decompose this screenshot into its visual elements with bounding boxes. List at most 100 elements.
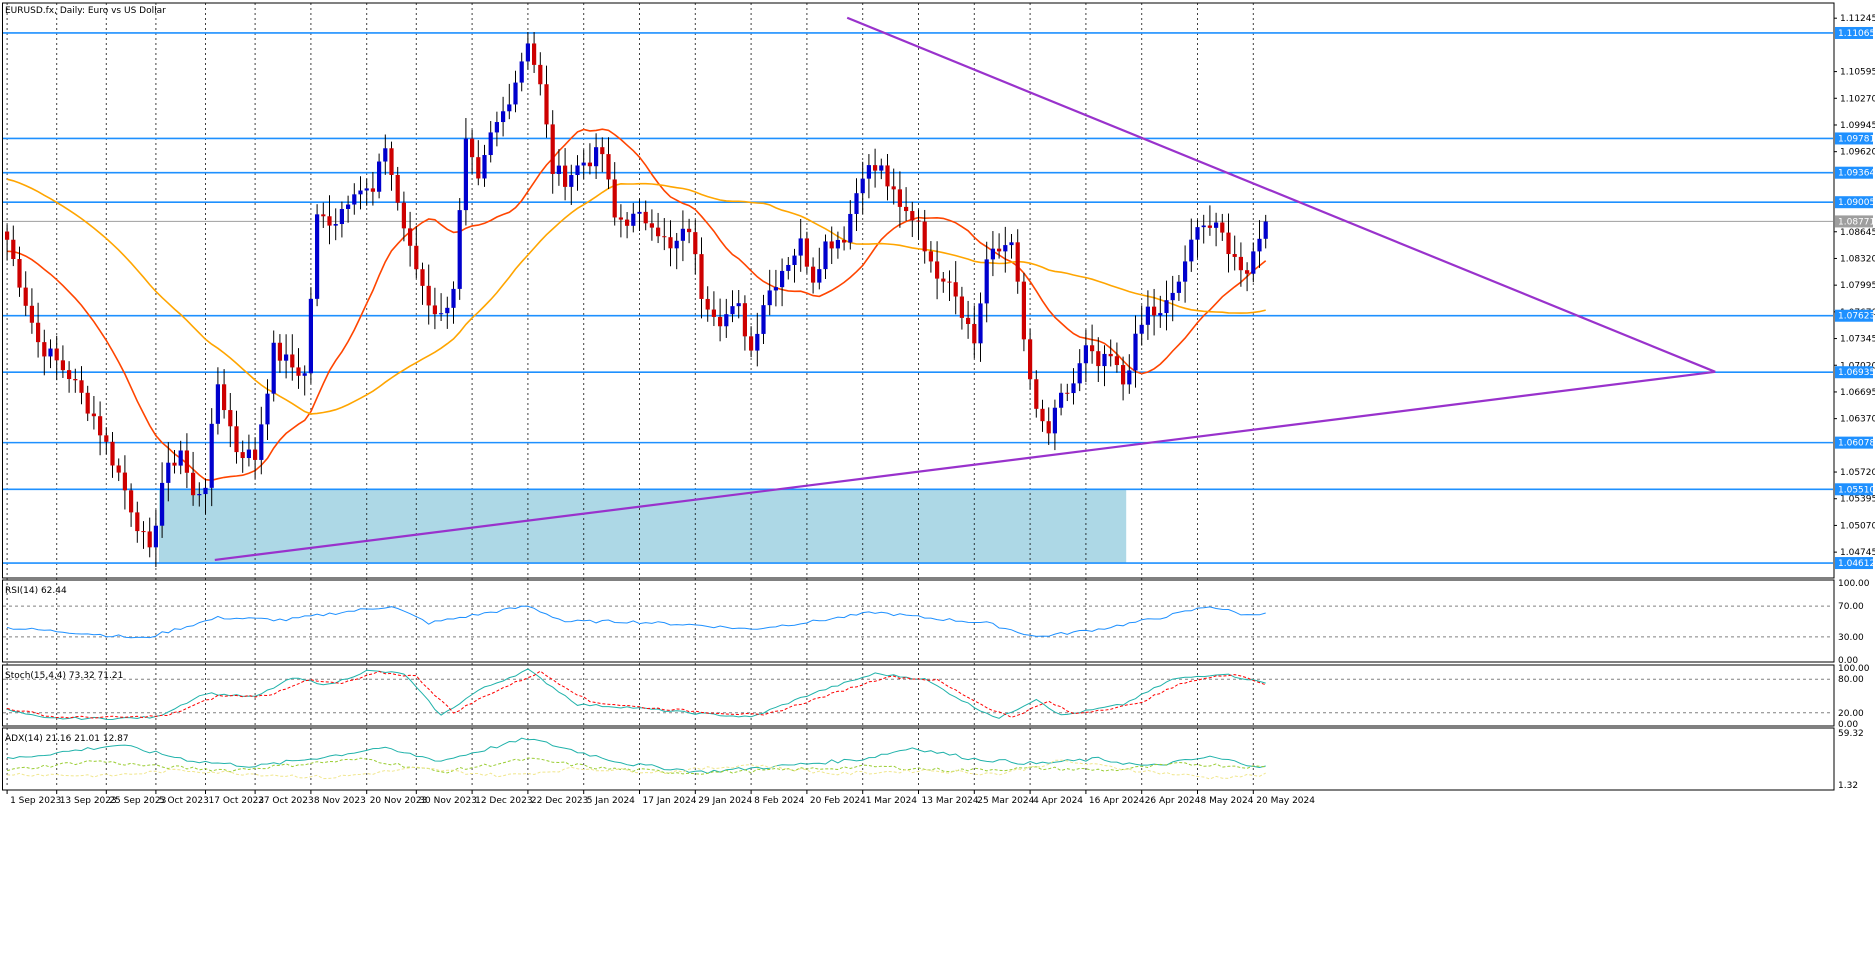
- candle: [42, 329, 47, 376]
- candle: [513, 70, 518, 113]
- trendline[interactable]: [214, 370, 1716, 562]
- candle-body: [116, 465, 121, 473]
- candle-body: [1263, 221, 1268, 239]
- pane-frames: [2, 2, 1835, 791]
- candle: [606, 137, 611, 190]
- candle: [395, 166, 400, 211]
- level-price-tag: 1.11065: [1835, 26, 1875, 39]
- candle-body: [1176, 281, 1181, 293]
- candle-body: [1028, 339, 1033, 380]
- date-tick-label: 8 Nov 2023: [314, 796, 366, 806]
- candle: [786, 257, 791, 280]
- candle: [718, 298, 723, 342]
- candle-body: [835, 239, 840, 249]
- candle: [246, 434, 251, 467]
- candle: [116, 458, 121, 482]
- candle: [482, 144, 487, 187]
- trendline[interactable]: [846, 16, 1716, 373]
- candle: [327, 195, 332, 245]
- candle: [1201, 214, 1206, 244]
- candle-body: [811, 266, 816, 283]
- candle: [649, 209, 654, 241]
- date-tick-label: 13 Sep 2023: [60, 796, 117, 806]
- candle: [1133, 315, 1138, 388]
- candle-body: [866, 165, 871, 179]
- candle: [687, 218, 692, 244]
- indicator-label: ADX(14) 21.16 21.01 12.87: [5, 734, 129, 744]
- date-tick-label: 16 Apr 2024: [1089, 796, 1145, 806]
- candle: [346, 195, 351, 223]
- candle: [463, 118, 468, 226]
- candle: [166, 442, 171, 502]
- candle-body: [401, 202, 406, 229]
- candle: [600, 137, 605, 173]
- candle: [730, 290, 735, 323]
- candle-body: [339, 208, 344, 225]
- candle: [773, 269, 778, 307]
- pane-frame: [2, 579, 1835, 663]
- level-price-tag: 1.05510: [1835, 483, 1875, 496]
- candle-body: [1071, 383, 1076, 394]
- candle: [432, 287, 437, 330]
- candle: [414, 226, 419, 279]
- candle-body: [463, 138, 468, 211]
- candle-body: [1108, 353, 1113, 357]
- candle-body: [85, 392, 90, 414]
- indicator-line: [6, 670, 1266, 719]
- candle-body: [488, 132, 493, 156]
- price-tick-label: 1.06370: [1840, 415, 1875, 425]
- candle: [36, 302, 41, 358]
- candles-layer: [5, 32, 1268, 568]
- candle-body: [377, 161, 382, 192]
- candle: [302, 365, 307, 396]
- candle: [550, 110, 555, 194]
- candle: [829, 226, 834, 265]
- candle: [612, 162, 617, 226]
- candle-body: [891, 186, 896, 190]
- candle: [228, 393, 233, 448]
- candle: [848, 200, 853, 250]
- date-tick-label: 25 Mar 2024: [977, 796, 1034, 806]
- candle-body: [222, 384, 227, 411]
- candle: [352, 183, 357, 215]
- candle: [339, 201, 344, 238]
- price-tick-label: 1.06695: [1840, 388, 1875, 398]
- candle: [215, 367, 220, 435]
- candle-body: [1114, 356, 1119, 366]
- candle-body: [984, 259, 989, 304]
- date-tick-label: 1 Mar 2024: [866, 796, 918, 806]
- candle: [922, 209, 927, 264]
- candle: [476, 140, 481, 186]
- candle-body: [451, 288, 456, 308]
- level-price-tag-text: 1.07623: [1838, 312, 1875, 322]
- candle-body: [1158, 313, 1163, 316]
- candle: [234, 410, 239, 464]
- candle: [854, 178, 859, 231]
- candle-body: [296, 367, 301, 376]
- candle: [222, 369, 227, 419]
- candle: [990, 231, 995, 277]
- candle: [29, 288, 34, 334]
- indicator-label: Stoch(15,4,4) 73.32 71.21: [5, 671, 123, 681]
- candle: [631, 202, 636, 233]
- candle: [711, 291, 716, 327]
- candle-body: [711, 309, 716, 317]
- candle: [668, 220, 673, 267]
- date-tick-label: 5 Oct 2023: [159, 796, 209, 806]
- candle-body: [153, 525, 158, 548]
- pane-frame: [2, 664, 1835, 727]
- level-price-tag-bg: [1835, 132, 1873, 145]
- candle: [941, 271, 946, 293]
- price-tick-label: 1.05720: [1840, 468, 1875, 478]
- candle: [377, 153, 382, 199]
- candle-body: [439, 313, 444, 315]
- pane-frame: [2, 2, 1835, 579]
- price-tick-label: 1.04745: [1840, 548, 1875, 558]
- candle-body: [724, 314, 729, 327]
- candle-body: [302, 373, 307, 376]
- candle: [1083, 329, 1088, 383]
- candle-body: [191, 472, 196, 496]
- candle: [581, 149, 586, 179]
